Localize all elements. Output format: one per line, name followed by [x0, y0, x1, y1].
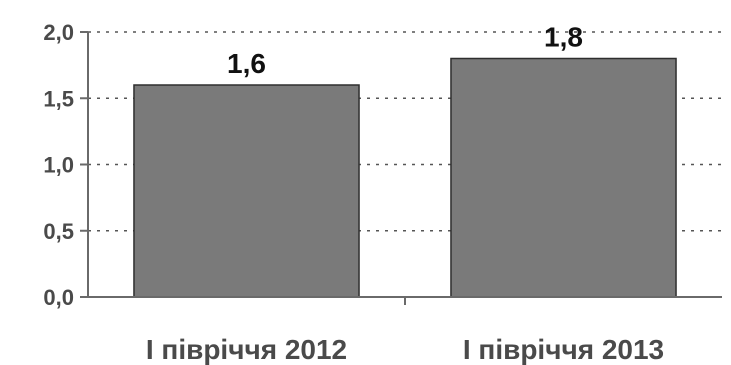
data-labels: 1,6 1,8	[227, 22, 583, 80]
x-tick-label: І півріччя 2012	[146, 334, 347, 365]
y-tick-label: 0,5	[43, 219, 74, 244]
y-tick-label: 0,0	[43, 285, 74, 310]
gridlines	[88, 31, 722, 232]
y-tick-label: 1,0	[43, 153, 74, 178]
bars	[133, 57, 677, 298]
bar	[450, 57, 677, 298]
bar	[133, 84, 360, 298]
y-tick-label: 2,0	[43, 20, 74, 45]
x-tick-labels: І півріччя 2012 І півріччя 2013	[146, 334, 664, 365]
axes	[80, 31, 722, 305]
data-label: 1,8	[544, 22, 583, 53]
data-label: 1,6	[227, 48, 266, 79]
y-tick-label: 1,5	[43, 86, 74, 111]
x-tick-label: І півріччя 2013	[463, 334, 664, 365]
y-tick-labels: 0,0 0,5 1,0 1,5 2,0	[43, 20, 74, 310]
